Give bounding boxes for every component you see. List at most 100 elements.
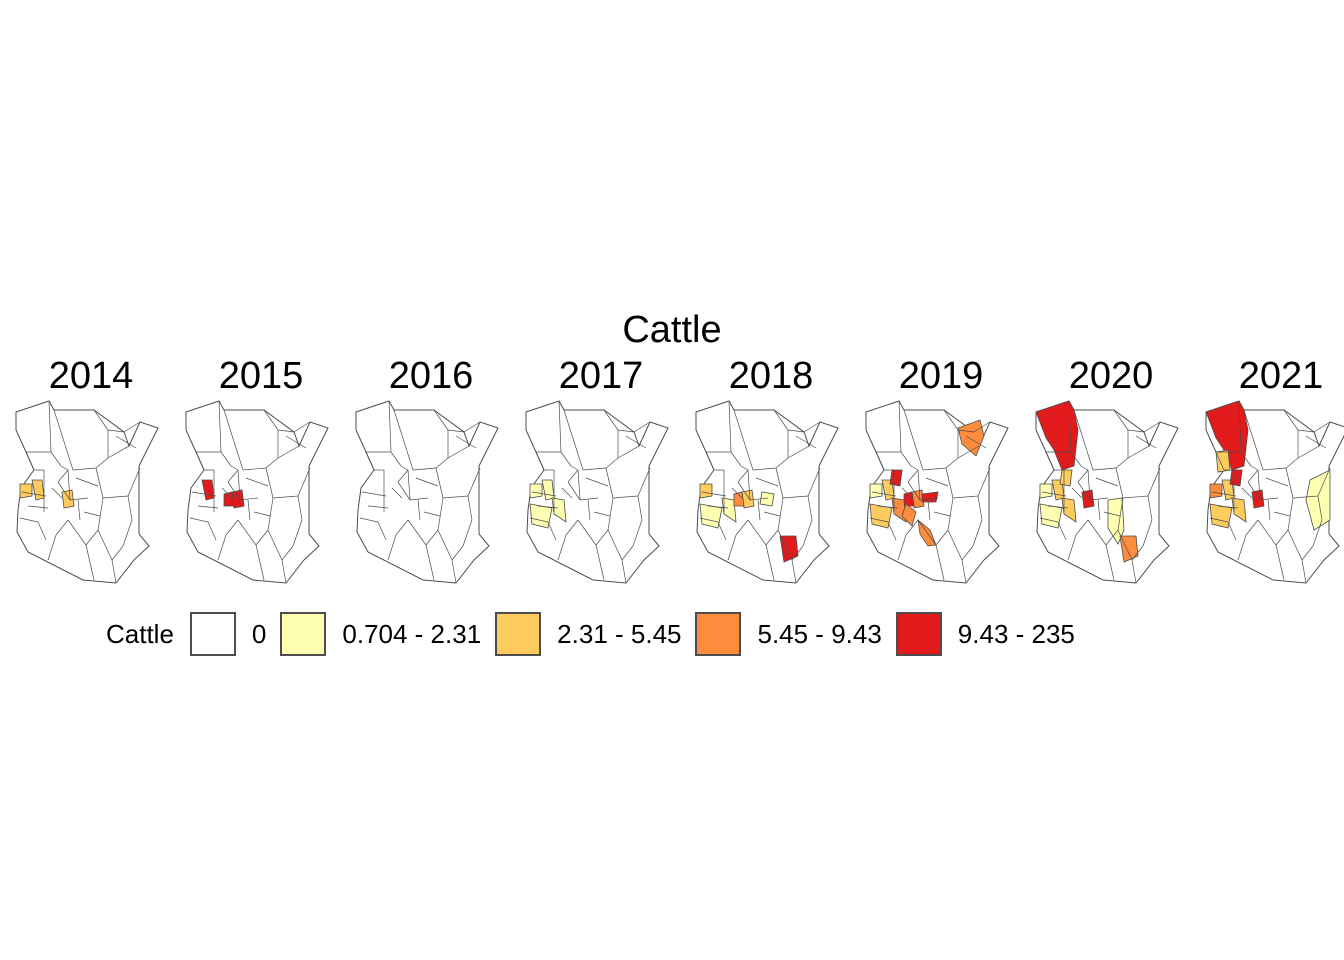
county-central-b [223, 491, 235, 507]
county-boundary [97, 529, 113, 561]
county-boundary [1131, 545, 1144, 561]
legend-item: 9.43 - 235 [895, 612, 1075, 656]
county-boundary [55, 519, 69, 536]
county-boundary [1115, 467, 1124, 499]
county-boundary [791, 559, 797, 584]
county-boundary [701, 491, 727, 497]
county-boundary [922, 467, 947, 471]
legend-label: 0.704 - 2.31 [342, 618, 482, 649]
county-boundary [1241, 487, 1253, 499]
county-boundary [1087, 519, 1107, 546]
county-boundary [447, 445, 470, 459]
county-boundary [1250, 465, 1259, 471]
county-boundary [1301, 559, 1307, 584]
county-boundary [730, 451, 742, 467]
county-boundary [395, 519, 409, 536]
county-boundary [102, 495, 129, 499]
county-boundary [740, 465, 749, 471]
county-boundary [255, 544, 265, 581]
county-boundary [95, 457, 109, 469]
county-boundary [1275, 544, 1285, 581]
county-boundary [1039, 517, 1059, 523]
county-boundary [1257, 469, 1261, 501]
county-boundary [933, 511, 951, 517]
county-boundary [733, 409, 754, 471]
county-boundary [567, 481, 581, 501]
county-boundary [122, 519, 133, 547]
county-boundary [612, 495, 639, 499]
county-boundary [965, 435, 987, 449]
county-boundary [1135, 435, 1157, 449]
county-boundary [221, 487, 233, 499]
county-central-c [1059, 469, 1073, 487]
county-boundary [585, 477, 609, 487]
county-boundary [775, 467, 784, 499]
county-boundary [1262, 467, 1287, 471]
county-boundary [400, 465, 409, 471]
legend-label: 0 [251, 618, 267, 649]
county-boundary [53, 409, 74, 471]
county-boundary [1317, 495, 1323, 521]
county-boundary [957, 445, 980, 459]
county-boundary [943, 409, 959, 431]
county-boundary [957, 429, 975, 433]
county-boundary [245, 477, 269, 487]
county-boundary [1113, 409, 1129, 431]
county-boundary [1127, 429, 1145, 433]
county-boundary [93, 409, 109, 431]
county-boundary [220, 451, 232, 467]
county-boundary [927, 499, 931, 521]
county-boundary [907, 469, 919, 483]
county-boundary [763, 511, 781, 517]
county-boundary [265, 457, 279, 469]
county-boundary [267, 497, 274, 531]
county-boundary [1103, 511, 1121, 517]
county-boundary [247, 499, 251, 521]
county-boundary [1041, 491, 1067, 497]
panel-year: 2020 [1068, 355, 1154, 397]
county-boundary [947, 497, 954, 531]
county-boundary [917, 519, 937, 546]
county-mid-strip [1061, 497, 1077, 523]
county-boundary [435, 457, 449, 469]
county-boundary [1071, 487, 1083, 499]
county-boundary [802, 519, 813, 547]
county-boundary [593, 511, 611, 517]
kenya-county-map [1205, 400, 1344, 584]
county-boundary [1247, 481, 1261, 501]
panel-year: 2016 [388, 355, 474, 397]
county-boundary [97, 497, 104, 531]
county-boundary [587, 499, 591, 521]
county-boundary [897, 534, 907, 561]
county-upper-mid [1215, 449, 1231, 473]
county-boundary [191, 491, 217, 497]
country-outline [355, 400, 499, 584]
county-boundary [557, 534, 567, 561]
county-boundary [1227, 521, 1237, 541]
county-boundary [735, 519, 749, 536]
county-boundary [877, 505, 899, 509]
county-boundary [579, 497, 599, 501]
county-boundary [1097, 499, 1101, 521]
county-boundary [442, 495, 469, 499]
county-boundary [1283, 409, 1299, 431]
county-west-b [19, 483, 33, 499]
county-boundary [907, 481, 921, 501]
county-boundary [935, 544, 945, 581]
county-boundary [961, 545, 974, 561]
county-west-b [529, 483, 543, 499]
county-boundary [1117, 497, 1124, 531]
kenya-county-map [865, 400, 1009, 584]
county-boundary [19, 517, 39, 523]
county-central-b [733, 491, 745, 507]
county-boundary [1067, 534, 1077, 561]
legend-item: 5.45 - 9.43 [695, 612, 882, 656]
county-boundary [972, 519, 983, 547]
county-boundary [451, 559, 457, 584]
county-boundary [898, 400, 902, 453]
county-coast-south [1119, 535, 1139, 563]
county-boundary [281, 559, 287, 584]
county-boundary [791, 545, 804, 561]
county-boundary [945, 467, 954, 499]
county-boundary [633, 421, 651, 433]
